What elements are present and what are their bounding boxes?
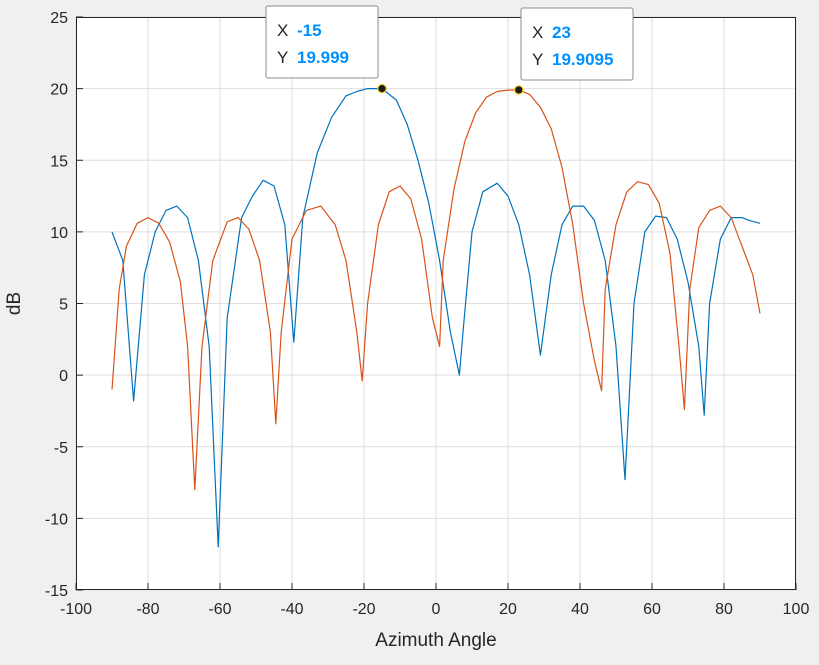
y-tick-label: -5 bbox=[54, 440, 68, 457]
tick-labels: -100 -80 -60 -40 -20 0 20 40 60 80 100 -15 -10 -5 0 5 10… bbox=[45, 10, 810, 618]
x-tick-label: 100 bbox=[783, 601, 810, 618]
y-tick-label: 20 bbox=[50, 82, 68, 99]
x-tick-label: 0 bbox=[432, 601, 441, 618]
x-tick-label: -60 bbox=[208, 601, 231, 618]
y-tick-label: 25 bbox=[50, 10, 68, 27]
datatip-y-key: Y bbox=[277, 48, 288, 67]
x-tick-label: 80 bbox=[715, 601, 733, 618]
datatip-x-value: -15 bbox=[297, 21, 322, 40]
datatip[interactable]: X -15 Y 19.999 bbox=[265, 5, 387, 94]
datatip-x-value: 23 bbox=[552, 23, 571, 42]
series-line-1 bbox=[111, 87, 761, 548]
datatip-x-key: X bbox=[532, 23, 543, 42]
y-tick-label: 10 bbox=[50, 225, 68, 242]
x-tick-label: 20 bbox=[499, 601, 517, 618]
datatip-box bbox=[520, 7, 634, 81]
x-tick-label: 40 bbox=[571, 601, 589, 618]
x-tick-label: -40 bbox=[280, 601, 303, 618]
datatip[interactable]: X 23 Y 19.9095 bbox=[513, 7, 634, 95]
datatip-y-value: 19.9095 bbox=[552, 50, 613, 69]
x-tick-label: 60 bbox=[643, 601, 661, 618]
series-line-2 bbox=[111, 89, 761, 491]
datatip-x-key: X bbox=[277, 21, 288, 40]
x-tick-label: -100 bbox=[60, 601, 92, 618]
datatip-y-key: Y bbox=[532, 50, 543, 69]
x-tick-label: -80 bbox=[136, 601, 159, 618]
datatips: X -15 Y 19.999 X 23 Y 19.9095 bbox=[265, 5, 634, 95]
y-tick-label: 5 bbox=[59, 297, 68, 314]
y-tick-label: 0 bbox=[59, 368, 68, 385]
series-layer bbox=[111, 87, 761, 548]
datatip-box bbox=[265, 5, 379, 79]
y-tick-label: -10 bbox=[45, 511, 68, 528]
y-tick-label: 15 bbox=[50, 153, 68, 170]
x-tick-label: -20 bbox=[352, 601, 375, 618]
datatip-marker[interactable] bbox=[377, 83, 387, 94]
y-tick-label: -15 bbox=[45, 583, 68, 600]
datatip-marker[interactable] bbox=[513, 85, 524, 95]
x-axis-label: Azimuth Angle bbox=[375, 630, 496, 651]
y-axis-label: dB bbox=[4, 292, 25, 315]
datatip-y-value: 19.999 bbox=[297, 48, 349, 67]
